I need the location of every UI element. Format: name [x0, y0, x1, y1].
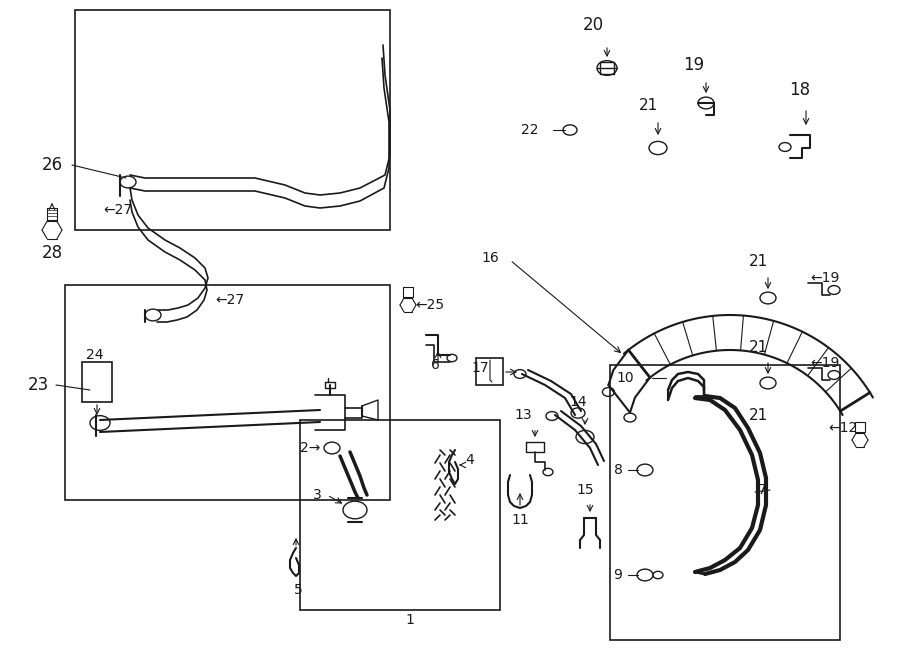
Text: 14: 14 — [569, 395, 587, 409]
Text: ←25: ←25 — [415, 298, 444, 312]
Text: 11: 11 — [511, 513, 529, 527]
Text: 23: 23 — [27, 376, 49, 394]
Bar — [610, 365, 840, 640]
Text: 17: 17 — [472, 361, 489, 375]
Text: 21: 21 — [638, 98, 658, 112]
Text: 4: 4 — [465, 453, 474, 467]
Text: 24: 24 — [86, 348, 104, 362]
Text: 16: 16 — [482, 251, 499, 265]
Text: ←27: ←27 — [215, 293, 245, 307]
Text: ←12: ←12 — [829, 421, 858, 435]
Text: 21: 21 — [749, 340, 768, 356]
Bar — [82, 362, 112, 402]
Bar — [65, 285, 390, 500]
Text: ←19: ←19 — [810, 356, 840, 370]
Text: 10: 10 — [616, 371, 634, 385]
Text: 2→: 2→ — [300, 441, 320, 455]
Text: 19: 19 — [683, 56, 705, 74]
Bar — [300, 420, 500, 610]
Text: 21: 21 — [749, 254, 768, 270]
Text: 8: 8 — [614, 463, 623, 477]
Text: 20: 20 — [582, 16, 604, 34]
Text: 9: 9 — [614, 568, 623, 582]
Text: 15: 15 — [576, 483, 594, 497]
Text: 1: 1 — [406, 613, 414, 627]
Text: 6: 6 — [430, 358, 439, 372]
Text: 28: 28 — [41, 244, 63, 262]
Text: 26: 26 — [41, 156, 63, 174]
Text: 18: 18 — [789, 81, 811, 99]
Text: ←19: ←19 — [810, 271, 840, 285]
Text: 5: 5 — [293, 583, 302, 597]
Text: 13: 13 — [514, 408, 532, 422]
Text: 3: 3 — [312, 488, 321, 502]
Bar — [476, 358, 503, 385]
Text: 7: 7 — [758, 483, 767, 497]
Text: 21: 21 — [749, 407, 768, 422]
Bar — [75, 10, 390, 230]
Text: 22: 22 — [521, 123, 539, 137]
Text: ←27: ←27 — [104, 203, 132, 217]
